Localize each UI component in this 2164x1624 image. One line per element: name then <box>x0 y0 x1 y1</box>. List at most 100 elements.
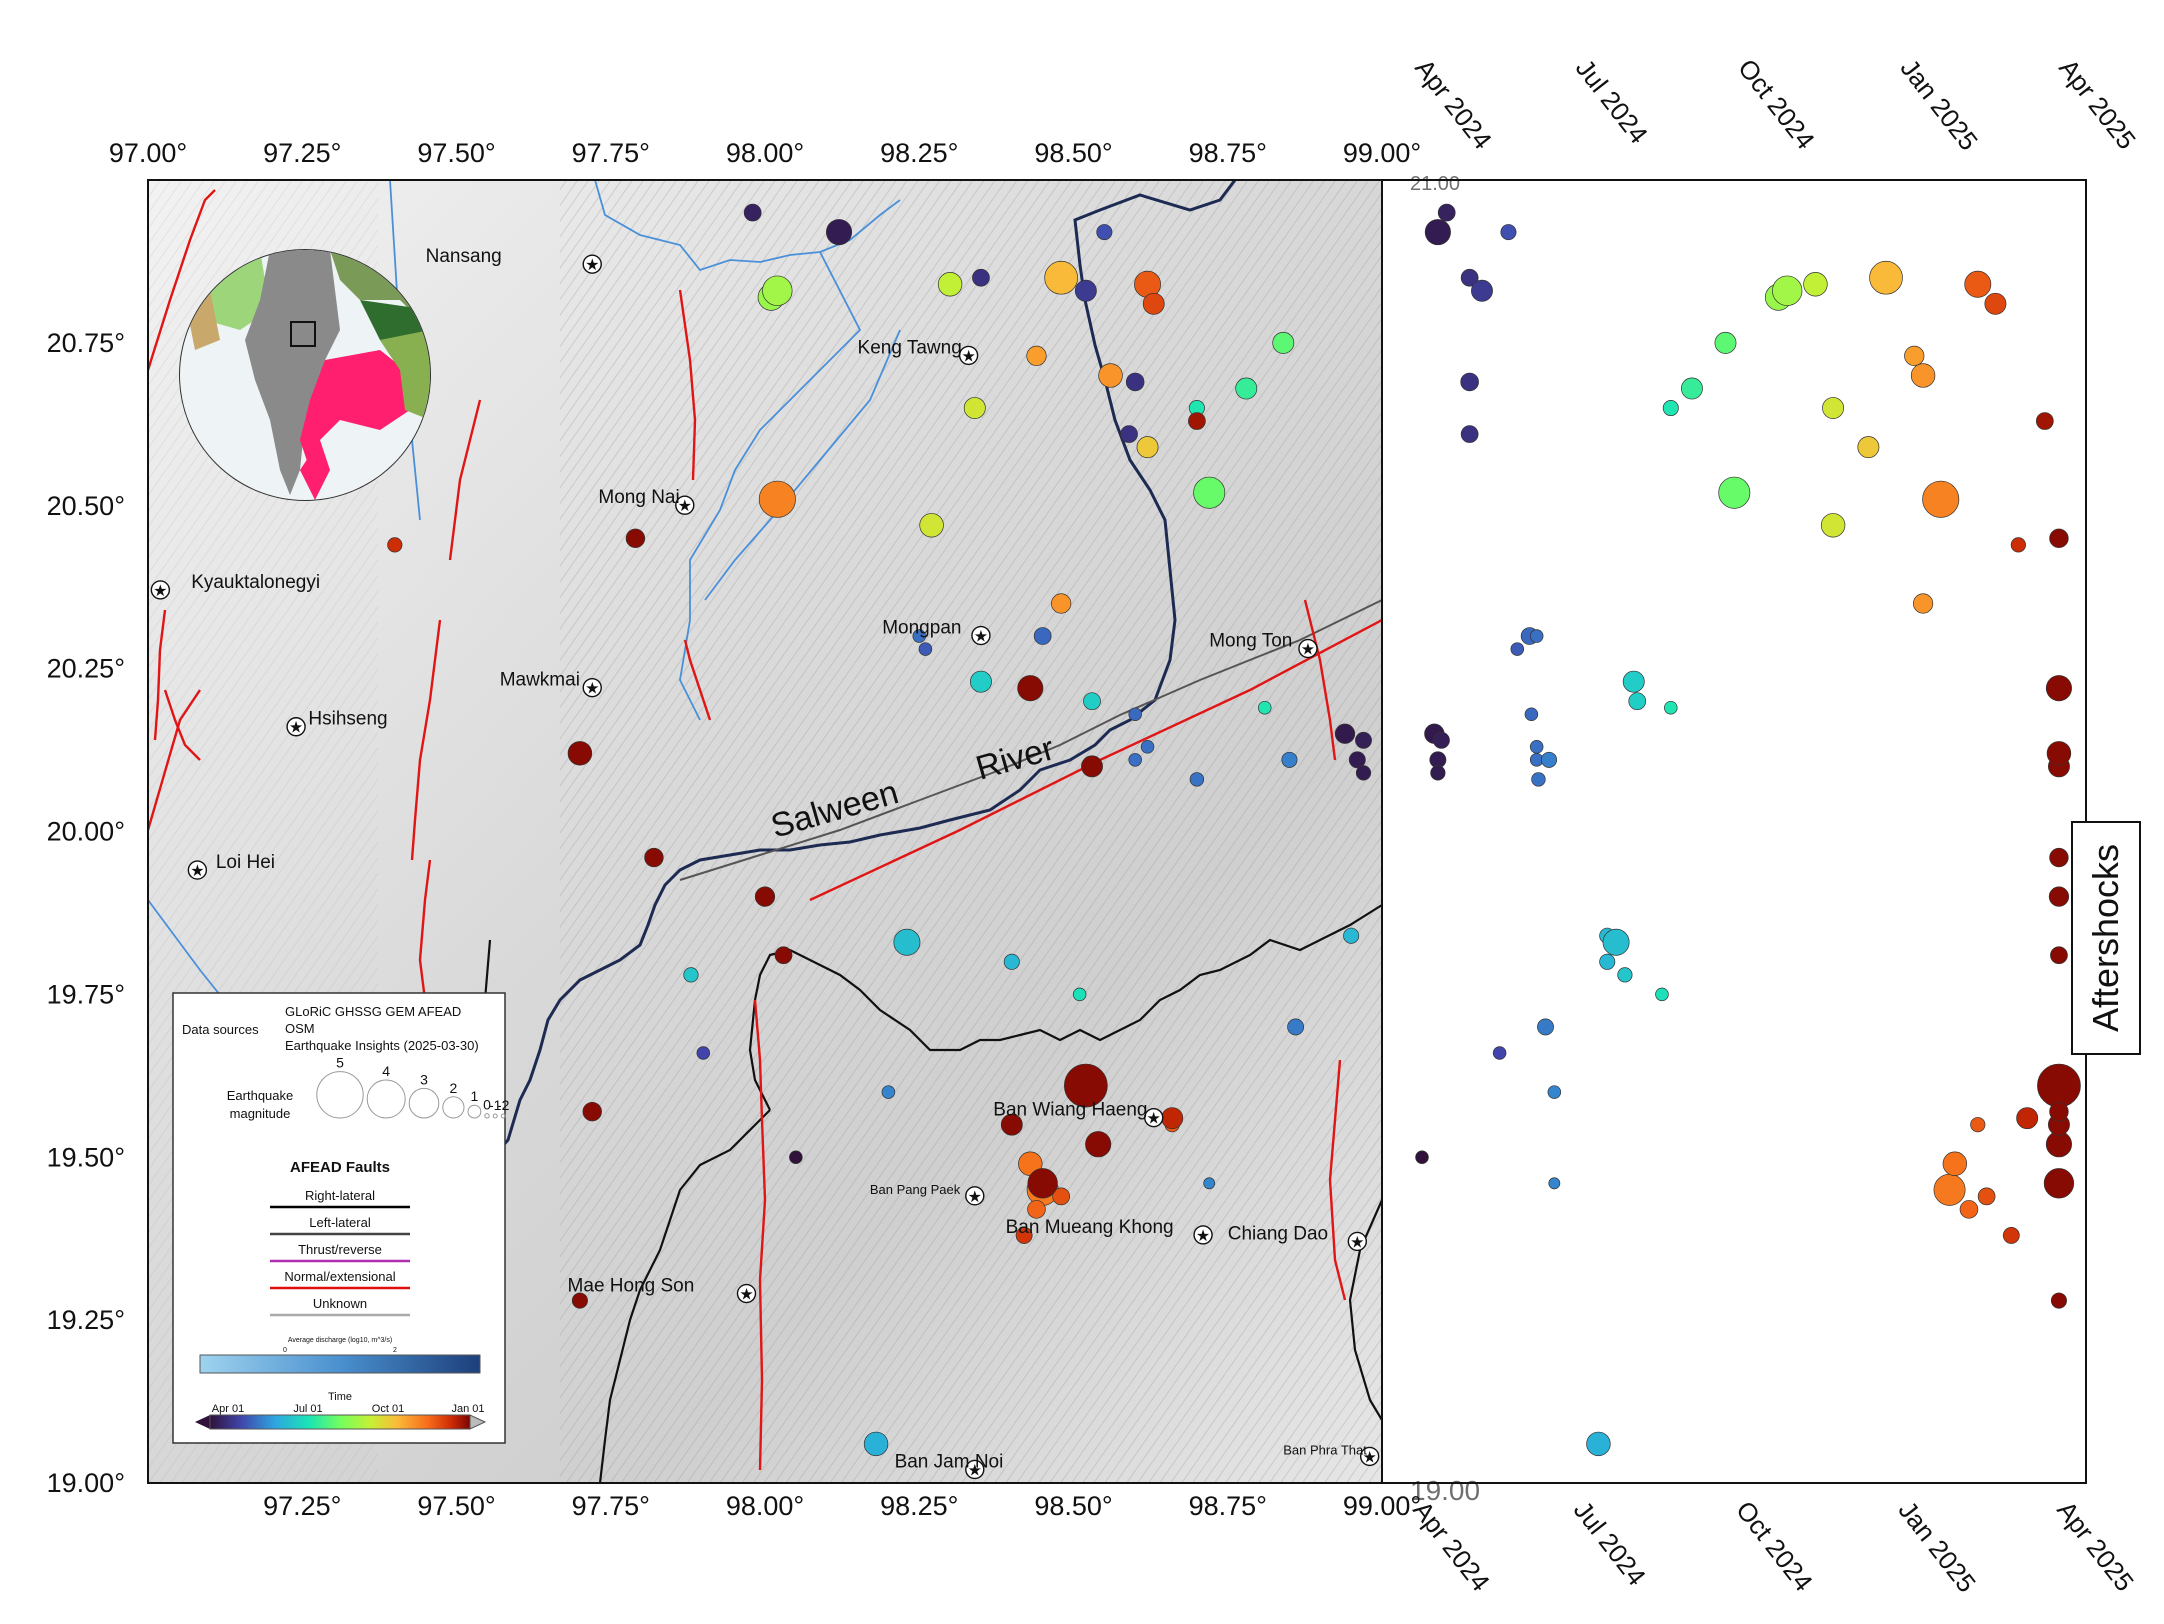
timeline-event-marker <box>1772 275 1803 306</box>
map-event-marker <box>918 642 933 656</box>
legend: Data sources GLoRiC GHSSG GEM AFEAD OSM … <box>172 992 510 1444</box>
timeline-event-marker <box>1912 593 1934 614</box>
map-event-marker <box>1136 436 1159 459</box>
timeline-event-marker <box>1510 642 1525 656</box>
timeline-corner-label-bottom: 19.00 <box>1410 1475 1480 1506</box>
timeline-top-tick-label: Apr 2024 <box>1409 53 1498 155</box>
map-event-marker <box>571 1292 588 1309</box>
star-icon: ★ <box>739 1287 753 1304</box>
map-event-marker <box>893 928 921 956</box>
map-bottom-tick-label: 98.25° <box>880 1491 958 1521</box>
map-event-marker <box>1083 692 1101 711</box>
timeline-event-marker <box>1492 1046 1507 1060</box>
map-latitude-ticks: 20.75° 20.50° 20.25° 20.00° 19.75° 19.50° 19.2… <box>47 328 125 1498</box>
map-bottom-tick-label: 97.75° <box>572 1491 650 1521</box>
map-event-marker <box>683 967 699 983</box>
map-event-marker <box>863 1431 889 1457</box>
timeline-corner-label-top: 21.00 <box>1410 173 1460 195</box>
map-top-tick-label: 97.50° <box>417 138 495 168</box>
map-event-marker <box>937 272 963 297</box>
timeline-bottom-tick-label: Jan 2025 <box>1892 1495 1982 1598</box>
map-event-marker <box>1044 260 1078 295</box>
map-event-marker <box>762 275 793 306</box>
star-icon: ★ <box>968 1462 982 1479</box>
place-marker <box>582 254 602 274</box>
magnitude-circle <box>500 1113 506 1119</box>
timeline-event-marker <box>1537 1018 1554 1036</box>
aftershocks-label: Aftershocks <box>2085 844 2126 1032</box>
map-event-marker <box>387 537 403 553</box>
magnitude-label: -1 <box>489 1097 502 1113</box>
map-event-marker <box>582 1101 602 1122</box>
map-latitude-tick-label: 20.50° <box>47 491 125 521</box>
timeline-event-marker <box>1977 1187 1996 1206</box>
map-event-marker <box>625 528 646 549</box>
timeline-event-marker <box>1959 1200 1979 1219</box>
timeline-event-marker <box>1655 987 1669 1002</box>
timeline-top-tick-label: Jul 2024 <box>1570 53 1654 149</box>
map-latitude-tick-label: 19.50° <box>47 1142 125 1172</box>
map-bottom-tick-label: 97.25° <box>263 1491 341 1521</box>
magnitude-circle <box>442 1096 465 1119</box>
map-event-marker <box>1343 927 1360 944</box>
map-top-tick-label: 98.00° <box>726 138 804 168</box>
place-label: Ban Mueang Khong <box>1006 1217 1174 1238</box>
magnitude-circle <box>467 1104 482 1119</box>
timeline-event-marker <box>2045 675 2072 702</box>
place-marker <box>187 860 208 880</box>
map-top-tick-label: 97.75° <box>572 138 650 168</box>
star-icon: ★ <box>1147 1111 1161 1128</box>
fault-type-label: Right-lateral <box>305 1188 375 1203</box>
timeline-event-marker <box>1602 928 1630 956</box>
map-event-marker <box>696 1046 711 1060</box>
map-event-marker <box>1074 279 1097 302</box>
timeline-event-marker <box>1460 268 1479 287</box>
legend-discharge-tick-1: 2 <box>393 1347 397 1354</box>
timeline-event-marker <box>1942 1151 1968 1176</box>
place-marker <box>675 495 695 515</box>
timeline-bottom-tick-label: Apr 2025 <box>2051 1495 2140 1597</box>
place-marker <box>965 1186 985 1206</box>
map-top-tick-label: 98.25° <box>880 138 958 168</box>
timeline-event-marker <box>2050 946 2068 965</box>
timeline-event-marker <box>1617 967 1633 983</box>
timeline-bottom-tick-label: Apr 2024 <box>1407 1495 1496 1597</box>
map-event-marker <box>970 670 992 693</box>
star-icon: ★ <box>1362 1449 1376 1466</box>
timeline-event-marker <box>2049 1101 2069 1122</box>
place-label: Mawkmai <box>500 670 580 691</box>
star-icon: ★ <box>1350 1234 1364 1251</box>
timeline-event-marker <box>1586 1431 1611 1457</box>
map-event-marker <box>1051 593 1072 614</box>
map-event-marker <box>1033 627 1052 645</box>
map-event-marker <box>1348 751 1366 769</box>
map-event-marker <box>1193 476 1226 509</box>
map-event-marker <box>825 219 853 246</box>
place-marker <box>1298 638 1318 659</box>
map-top-tick-label: 99.00° <box>1343 138 1421 168</box>
place-label: Mong Ton <box>1209 631 1292 652</box>
map-panel: ★Nansang★Keng Tawng★Mong Nai★ Kyauktalone… <box>147 179 1383 1484</box>
map-event-marker <box>912 629 926 643</box>
timeline-event-marker <box>2049 528 2069 549</box>
map-event-marker <box>1287 1018 1305 1036</box>
map-top-longitude-ticks: 97.00° 97.25° 97.50° 97.75° 98.00° 98.25° 98.5… <box>109 138 1421 168</box>
timeline-event-marker <box>1529 740 1544 754</box>
timeline-event-marker <box>1622 670 1645 693</box>
map-event-marker <box>1142 292 1165 315</box>
legend-faults-title: AFEAD Faults <box>290 1159 390 1176</box>
map-event-marker <box>758 480 796 518</box>
star-icon: ★ <box>968 1189 982 1206</box>
map-event-marker <box>1355 731 1372 749</box>
place-label: Loi Hei <box>216 852 275 873</box>
map-event-marker <box>1027 1168 1058 1199</box>
timeline-event-marker <box>1548 1177 1561 1190</box>
timeline-bottom-tick-label: Jul 2024 <box>1568 1495 1652 1591</box>
map-latitude-tick-label: 20.75° <box>47 328 125 358</box>
place-markers: ★Nansang★Keng Tawng★Mong Nai★ Kyauktalone… <box>150 246 1380 1479</box>
timeline-event-marker <box>1531 772 1546 787</box>
timeline-event-marker <box>2035 412 2054 430</box>
timeline-top-ticks: Apr 2024 Jul 2024 Oct 2024 Jan 2025 Apr 2025 <box>1409 53 2142 156</box>
place-marker <box>582 677 602 698</box>
